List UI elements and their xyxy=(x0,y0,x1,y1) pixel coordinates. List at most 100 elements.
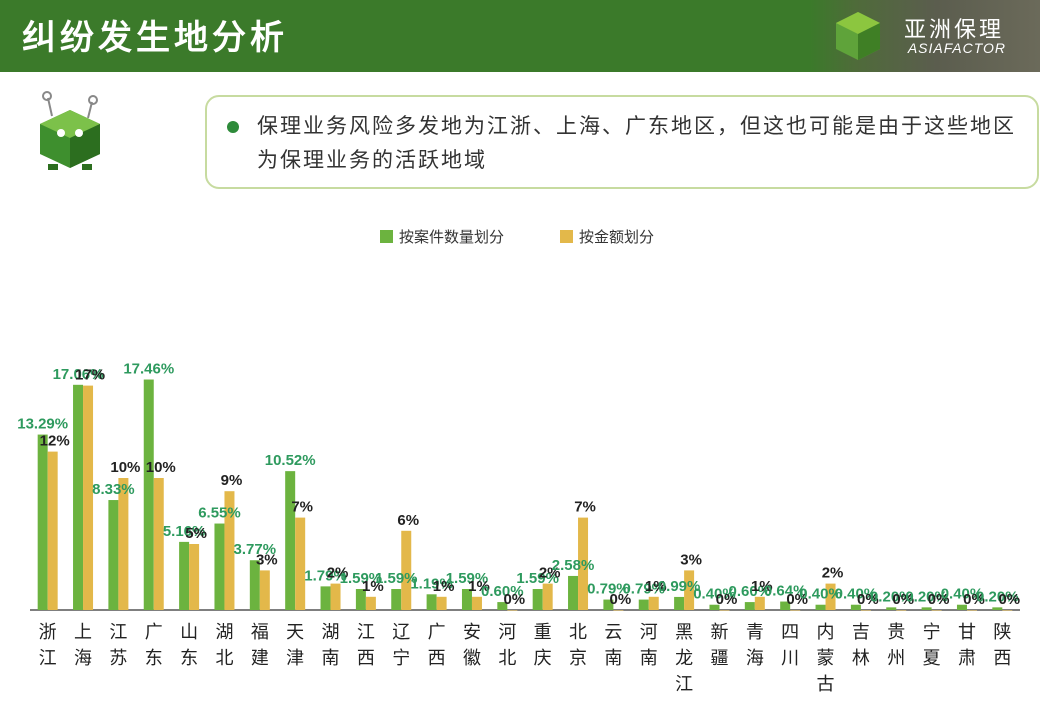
page-title: 纠纷发生地分析 xyxy=(22,18,288,58)
bar-count-10 xyxy=(391,589,402,610)
data-label-amount-8: 2% xyxy=(327,565,349,582)
category-label-6: 福建 xyxy=(251,622,269,669)
bar-amount-20 xyxy=(754,596,765,610)
legend-item-amount: 按金额划分 xyxy=(560,226,654,247)
category-label-19: 新疆 xyxy=(710,622,728,669)
callout-box: 保理业务风险多发地为江浙、上海、广东地区，但这也可能是由于这些地区为保理业务的活… xyxy=(205,95,1039,189)
category-label-4: 山东 xyxy=(180,622,198,669)
bar-amount-6 xyxy=(259,570,270,610)
bar-count-16 xyxy=(603,599,614,610)
category-label-14: 重庆 xyxy=(534,622,552,669)
category-label-20: 青海 xyxy=(746,622,764,669)
category-label-7: 天津 xyxy=(286,622,304,669)
data-label-amount-25: 0% xyxy=(928,591,950,608)
bar-count-15 xyxy=(568,575,579,610)
logo-text: 亚洲保理 xyxy=(903,18,1004,43)
bar-amount-4 xyxy=(189,544,200,610)
category-label-2: 江苏 xyxy=(109,622,127,669)
bar-count-4 xyxy=(179,541,190,610)
bar-amount-26 xyxy=(966,610,977,611)
green-box-mascot-icon xyxy=(40,91,100,170)
bar-amount-2 xyxy=(118,478,129,610)
legend-label-amount: 按金额划分 xyxy=(579,228,655,246)
green-dot-icon xyxy=(227,121,239,133)
bar-amount-1 xyxy=(83,385,94,610)
data-label-amount-2: 10% xyxy=(110,459,140,476)
bar-count-11 xyxy=(426,594,437,610)
data-label-amount-3: 10% xyxy=(146,459,176,476)
data-label-amount-20: 1% xyxy=(751,578,773,595)
logo-area: 亚洲保理 ASIAFACTOR xyxy=(810,0,1040,72)
bar-count-6 xyxy=(249,560,260,610)
data-label-count-11: 1.19% xyxy=(410,575,453,592)
category-label-3: 广东 xyxy=(145,622,163,669)
category-label-12: 安徽 xyxy=(463,622,481,669)
bar-amount-15 xyxy=(578,517,589,610)
bar-count-18 xyxy=(674,596,685,610)
data-label-count-23: 0.40% xyxy=(835,586,878,603)
data-label-count-19: 0.40% xyxy=(693,586,736,603)
header-bar: 纠纷发生地分析 亚洲保理 ASIAFACTOR xyxy=(0,0,1040,72)
category-label-11: 广西 xyxy=(428,622,446,669)
data-label-count-22: 0.40% xyxy=(799,586,842,603)
bar-count-24 xyxy=(886,607,897,610)
category-label-1: 上海 xyxy=(74,622,92,669)
bar-amount-5 xyxy=(224,491,235,610)
bar-amount-24 xyxy=(896,610,907,611)
data-label-amount-22: 2% xyxy=(822,565,844,582)
bar-count-2 xyxy=(108,500,119,610)
legend-item-count: 按案件数量划分 xyxy=(380,226,504,247)
category-label-17: 河南 xyxy=(640,622,658,669)
category-label-22: 内蒙古 xyxy=(817,622,835,695)
bar-count-9 xyxy=(355,589,366,610)
bar-count-25 xyxy=(921,607,932,610)
data-label-amount-9: 1% xyxy=(362,578,384,595)
cube-logo-icon xyxy=(836,12,880,60)
bar-amount-7 xyxy=(295,517,306,610)
bar-amount-14 xyxy=(542,583,553,610)
legend-swatch-amount xyxy=(560,230,573,243)
bar-count-23 xyxy=(850,604,861,610)
category-label-26: 甘肃 xyxy=(958,622,976,669)
bar-amount-3 xyxy=(153,478,164,610)
data-label-count-21: 0.64% xyxy=(764,583,807,600)
category-label-18: 黑龙江 xyxy=(675,622,693,695)
data-label-count-18: 0.99% xyxy=(658,578,701,595)
data-label-amount-5: 9% xyxy=(221,472,243,489)
bar-amount-17 xyxy=(648,596,659,610)
bar-amount-19 xyxy=(719,610,730,611)
bar-amount-9 xyxy=(365,596,376,610)
data-label-amount-16: 0% xyxy=(610,591,632,608)
category-label-15: 北京 xyxy=(569,622,587,669)
bar-amount-0 xyxy=(47,451,58,610)
category-label-16: 云南 xyxy=(604,622,622,669)
category-label-25: 宁夏 xyxy=(923,622,941,669)
data-label-amount-12: 1% xyxy=(468,578,490,595)
data-label-amount-0: 12% xyxy=(40,433,70,450)
category-label-5: 湖北 xyxy=(215,622,233,669)
bar-amount-27 xyxy=(1002,610,1013,611)
bar-count-26 xyxy=(956,604,967,610)
category-label-13: 河北 xyxy=(498,622,516,669)
data-label-amount-17: 1% xyxy=(645,578,667,595)
bar-count-14 xyxy=(532,589,543,610)
data-label-count-1: 17.06% xyxy=(53,366,104,383)
data-label-count-26: 0.40% xyxy=(941,586,984,603)
data-label-count-10: 1.59% xyxy=(375,570,418,587)
bar-count-22 xyxy=(815,604,826,610)
data-label-count-9: 1.59% xyxy=(340,570,383,587)
callout-text: 保理业务风险多发地为江浙、上海、广东地区，但这也可能是由于这些地区为保理业务的活… xyxy=(257,114,1016,172)
bar-count-13 xyxy=(497,602,508,610)
bar-count-7 xyxy=(285,471,296,610)
data-label-amount-14: 2% xyxy=(539,565,561,582)
bar-count-20 xyxy=(744,602,755,610)
data-label-count-0: 13.29% xyxy=(17,416,68,433)
data-label-amount-19: 0% xyxy=(716,591,738,608)
bar-amount-18 xyxy=(684,570,695,610)
bar-amount-12 xyxy=(471,596,482,610)
legend-label-count: 按案件数量划分 xyxy=(399,228,505,246)
data-label-amount-15: 7% xyxy=(574,499,596,516)
bar-count-1 xyxy=(73,384,84,610)
data-label-amount-7: 7% xyxy=(291,499,313,516)
data-label-count-8: 1.79% xyxy=(304,567,347,584)
